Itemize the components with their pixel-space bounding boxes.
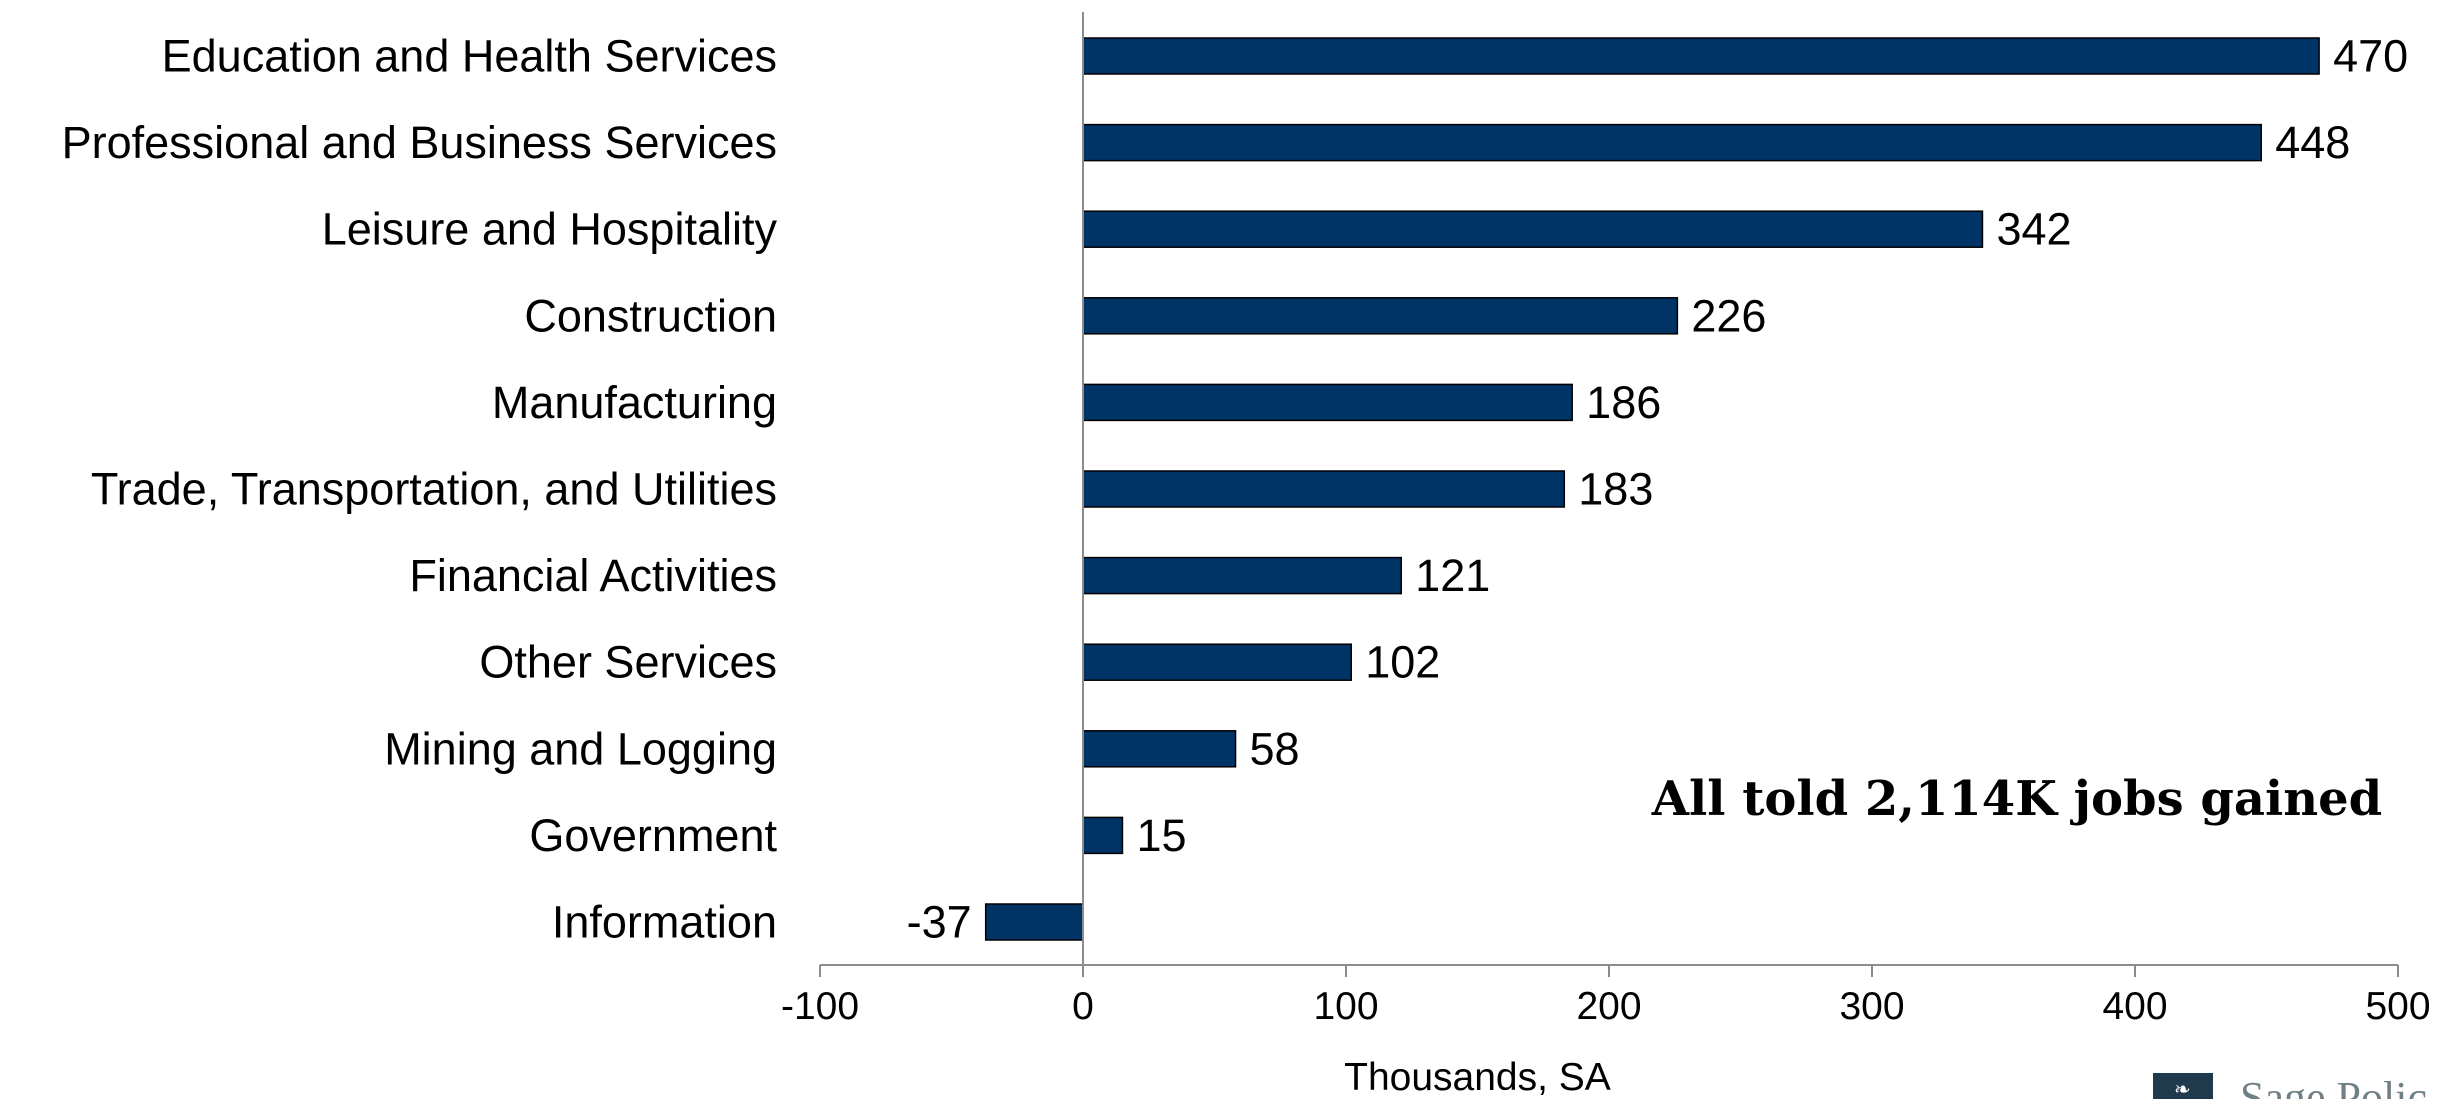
- x-tick-label: 100: [1313, 985, 1378, 1028]
- data-label: 15: [1136, 810, 1186, 861]
- x-tick-label: 400: [2102, 985, 2167, 1028]
- category-label: Professional and Business Services: [62, 117, 777, 168]
- bar: [1082, 556, 1402, 595]
- data-label: 102: [1365, 637, 1440, 688]
- category-label: Government: [529, 810, 777, 861]
- bar: [1082, 470, 1566, 508]
- data-labels-group: 470 448 342 226 186 183 121 102 58 15 -37: [907, 31, 2409, 948]
- category-label: Construction: [524, 290, 777, 341]
- x-axis: -100 0 100 200 300 400 500: [781, 964, 2431, 1028]
- bars-group: [984, 37, 2320, 941]
- x-tick-label: 0: [1072, 985, 1094, 1028]
- category-labels-group: Education and Health Services Professiona…: [62, 31, 778, 948]
- data-label: 121: [1415, 550, 1490, 601]
- category-label: Mining and Logging: [384, 723, 777, 774]
- data-label: 58: [1250, 723, 1300, 774]
- logo-mark-icon: [2153, 1073, 2213, 1099]
- x-axis-title: Thousands, SA: [1344, 1056, 1611, 1099]
- category-label: Leisure and Hospitality: [322, 204, 778, 255]
- category-label: Financial Activities: [409, 550, 777, 601]
- category-label: Trade, Transportation, and Utilities: [91, 464, 777, 515]
- logo: ❧ Sage Polic: [2153, 1073, 2427, 1099]
- bar: [1082, 383, 1573, 422]
- bar: [1082, 643, 1353, 681]
- logo-text: Sage Polic: [2240, 1073, 2427, 1099]
- bar: [1082, 123, 2262, 162]
- bar: [1082, 210, 1984, 248]
- data-label: 448: [2275, 117, 2350, 168]
- x-tick-label: -100: [781, 985, 859, 1028]
- bar: [1082, 816, 1124, 855]
- data-label: 226: [1691, 290, 1766, 341]
- data-label: 183: [1578, 464, 1653, 515]
- data-label: 342: [1996, 204, 2071, 255]
- category-label: Other Services: [479, 637, 777, 688]
- bar: [984, 903, 1084, 941]
- category-label: Manufacturing: [492, 377, 777, 428]
- data-label: 470: [2333, 31, 2408, 82]
- bar: [1082, 297, 1679, 335]
- category-label: Information: [552, 897, 777, 948]
- x-tick-label: 200: [1576, 985, 1641, 1028]
- data-label: 186: [1586, 377, 1661, 428]
- x-tick-label: 300: [1839, 985, 1904, 1028]
- bar: [1082, 730, 1237, 768]
- bar: [1082, 37, 2320, 75]
- data-label: -37: [907, 897, 972, 948]
- logo-leaf-icon: ❧: [2174, 1077, 2191, 1099]
- category-label: Education and Health Services: [162, 31, 777, 82]
- annotation-text: All told 2,114K jobs gained: [1651, 771, 2382, 827]
- x-tick-label: 500: [2365, 985, 2430, 1028]
